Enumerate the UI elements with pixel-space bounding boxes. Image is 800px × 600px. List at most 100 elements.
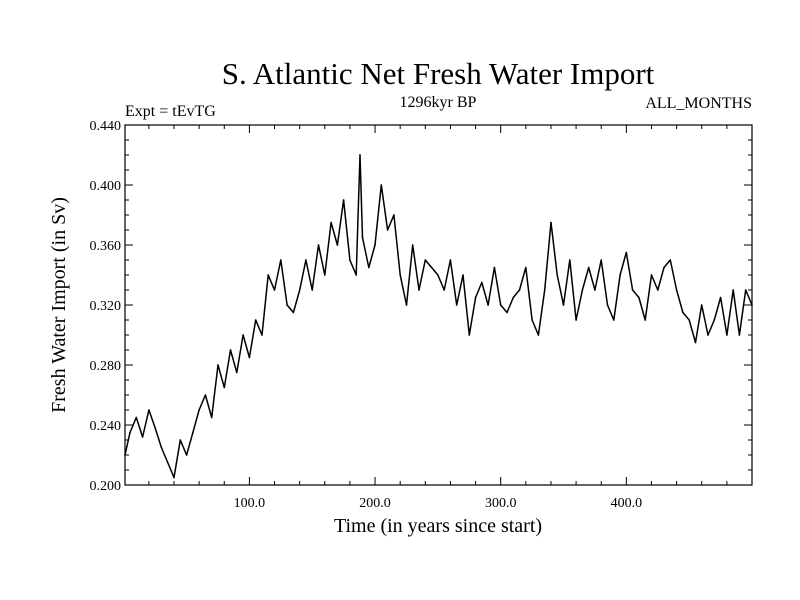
data-point [625,251,628,254]
data-point [330,221,332,224]
data-point [594,289,596,291]
data-point [267,274,270,276]
data-point [336,244,339,246]
data-point [569,259,571,261]
data-point [744,289,747,291]
data-point [386,229,389,231]
data-point [657,289,659,291]
chart-title: S. Atlantic Net Fresh Water Import [222,56,655,91]
data-point [506,311,508,314]
data-point [430,266,433,269]
data-point [707,334,709,336]
data-point [499,304,502,306]
data-point [738,334,741,336]
data-point [487,304,489,306]
data-point [368,266,370,269]
data-point [393,214,395,216]
data-point [512,296,515,299]
data-point [518,289,521,291]
data-point [682,311,684,314]
data-point [248,356,251,359]
data-point [236,371,238,374]
data-point [638,296,640,299]
months-label: ALL_MONTHS [645,95,752,112]
data-point [418,289,420,291]
tick-layer: 100.0 200.0 300.0 400.0 0.200 0.240 0.280 0.320… [90,119,752,511]
y-tick-label: 0.400 [90,179,122,194]
data-point [135,416,138,419]
data-point [581,289,584,291]
data-point [210,416,213,419]
data-point [405,304,408,306]
data-point [292,311,295,314]
data-point [613,319,615,321]
data-point [493,266,496,269]
data-point [305,259,307,261]
y-tick-label: 0.280 [90,359,122,374]
data-point [531,319,533,321]
data-point [575,319,577,321]
y-tick-label: 0.320 [90,299,122,314]
data-point [411,244,414,246]
data-point [229,349,232,351]
data-point [298,289,301,291]
data-point [726,334,728,336]
data-point [141,436,144,438]
x-axis-label: Time (in years since start) [334,515,542,537]
x-tick-label: 200.0 [359,496,391,511]
data-point [324,274,326,276]
data-point [355,274,358,276]
data-point [543,289,546,291]
data-point [663,266,665,269]
data-point [619,274,621,276]
y-tick-label: 0.240 [90,419,122,434]
data-point [606,304,609,306]
data-point [374,244,376,246]
series-line [124,154,753,479]
data-point [600,259,602,261]
data-point [254,319,257,321]
data-point [261,334,263,336]
y-tick-label: 0.440 [90,119,122,134]
data-point [361,236,364,239]
period-label: 1296kyr BP [400,94,477,111]
data-point [286,304,288,306]
data-point [223,386,226,389]
data-point [713,319,716,321]
data-point [525,266,527,269]
data-point [587,266,590,269]
data-point [380,184,383,186]
data-point [462,274,464,276]
data-point [317,244,320,246]
data-point [217,364,219,366]
data-point [650,274,653,276]
data-point [556,274,558,276]
data-point [185,454,188,456]
plot-frame [124,124,753,486]
data-point [675,289,678,291]
data-point [694,341,697,344]
data-point [449,259,452,261]
data-point [437,274,439,276]
series-layer [124,154,753,479]
x-tick-label: 400.0 [611,496,643,511]
data-point [399,274,402,276]
data-point [550,221,552,224]
y-axis-label: Fresh Water Import (in Sv) [48,197,70,413]
data-point [280,259,282,261]
expt-label: Expt = tEvTG [125,103,216,120]
data-point [669,259,672,261]
y-tick-label: 0.200 [90,479,122,494]
data-point [424,259,427,261]
data-point [154,427,156,429]
data-point [481,281,483,284]
data-point [474,296,477,299]
data-point [468,334,471,336]
data-point [443,289,446,291]
data-point [562,304,565,306]
data-point [700,304,703,306]
data-point [455,304,458,306]
x-tick-label: 300.0 [485,496,517,511]
data-point [160,446,163,449]
